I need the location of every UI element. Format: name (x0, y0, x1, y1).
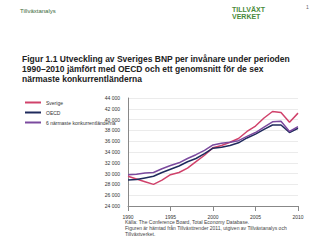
html-text:1: 1 (306, 4, 309, 10)
svg-text:2005: 2005 (250, 214, 261, 220)
html-text:Figuren är hämtad från Tillväx: Figuren är hämtad från Tillväxttrender 2… (125, 225, 287, 237)
svg-text:30 000: 30 000 (105, 171, 121, 177)
html-text:VERKET: VERKET (232, 13, 261, 20)
html-text:Tillväxtanalys: Tillväxtanalys (20, 8, 56, 14)
svg-text:36 000: 36 000 (105, 138, 121, 144)
svg-text:24 000: 24 000 (105, 203, 121, 209)
svg-text:1990: 1990 (122, 214, 133, 220)
svg-text:44 000: 44 000 (105, 95, 121, 101)
html-text:Figur 1.1 Utveckling av Sverig: Figur 1.1 Utveckling av Sveriges BNP per… (22, 54, 290, 84)
svg-text:26 000: 26 000 (105, 192, 121, 198)
svg-text:OECD: OECD (46, 110, 61, 116)
html-text:Källa: The Conference Board, T: Källa: The Conference Board, Total Econo… (125, 219, 250, 225)
svg-text:Sverige: Sverige (46, 100, 63, 106)
svg-text:42 000: 42 000 (105, 106, 121, 112)
svg-text:28 000: 28 000 (105, 181, 121, 187)
html-text:TILLVÄXT: TILLVÄXT (232, 6, 265, 13)
svg-text:2000: 2000 (207, 214, 218, 220)
svg-text:32 000: 32 000 (105, 160, 121, 166)
svg-text:38 000: 38 000 (105, 127, 121, 133)
svg-text:6 närmaste konkurrentländerna: 6 närmaste konkurrentländerna (46, 120, 116, 126)
svg-text:1995: 1995 (165, 214, 176, 220)
svg-text:34 000: 34 000 (105, 149, 121, 155)
svg-text:2010: 2010 (292, 214, 303, 220)
